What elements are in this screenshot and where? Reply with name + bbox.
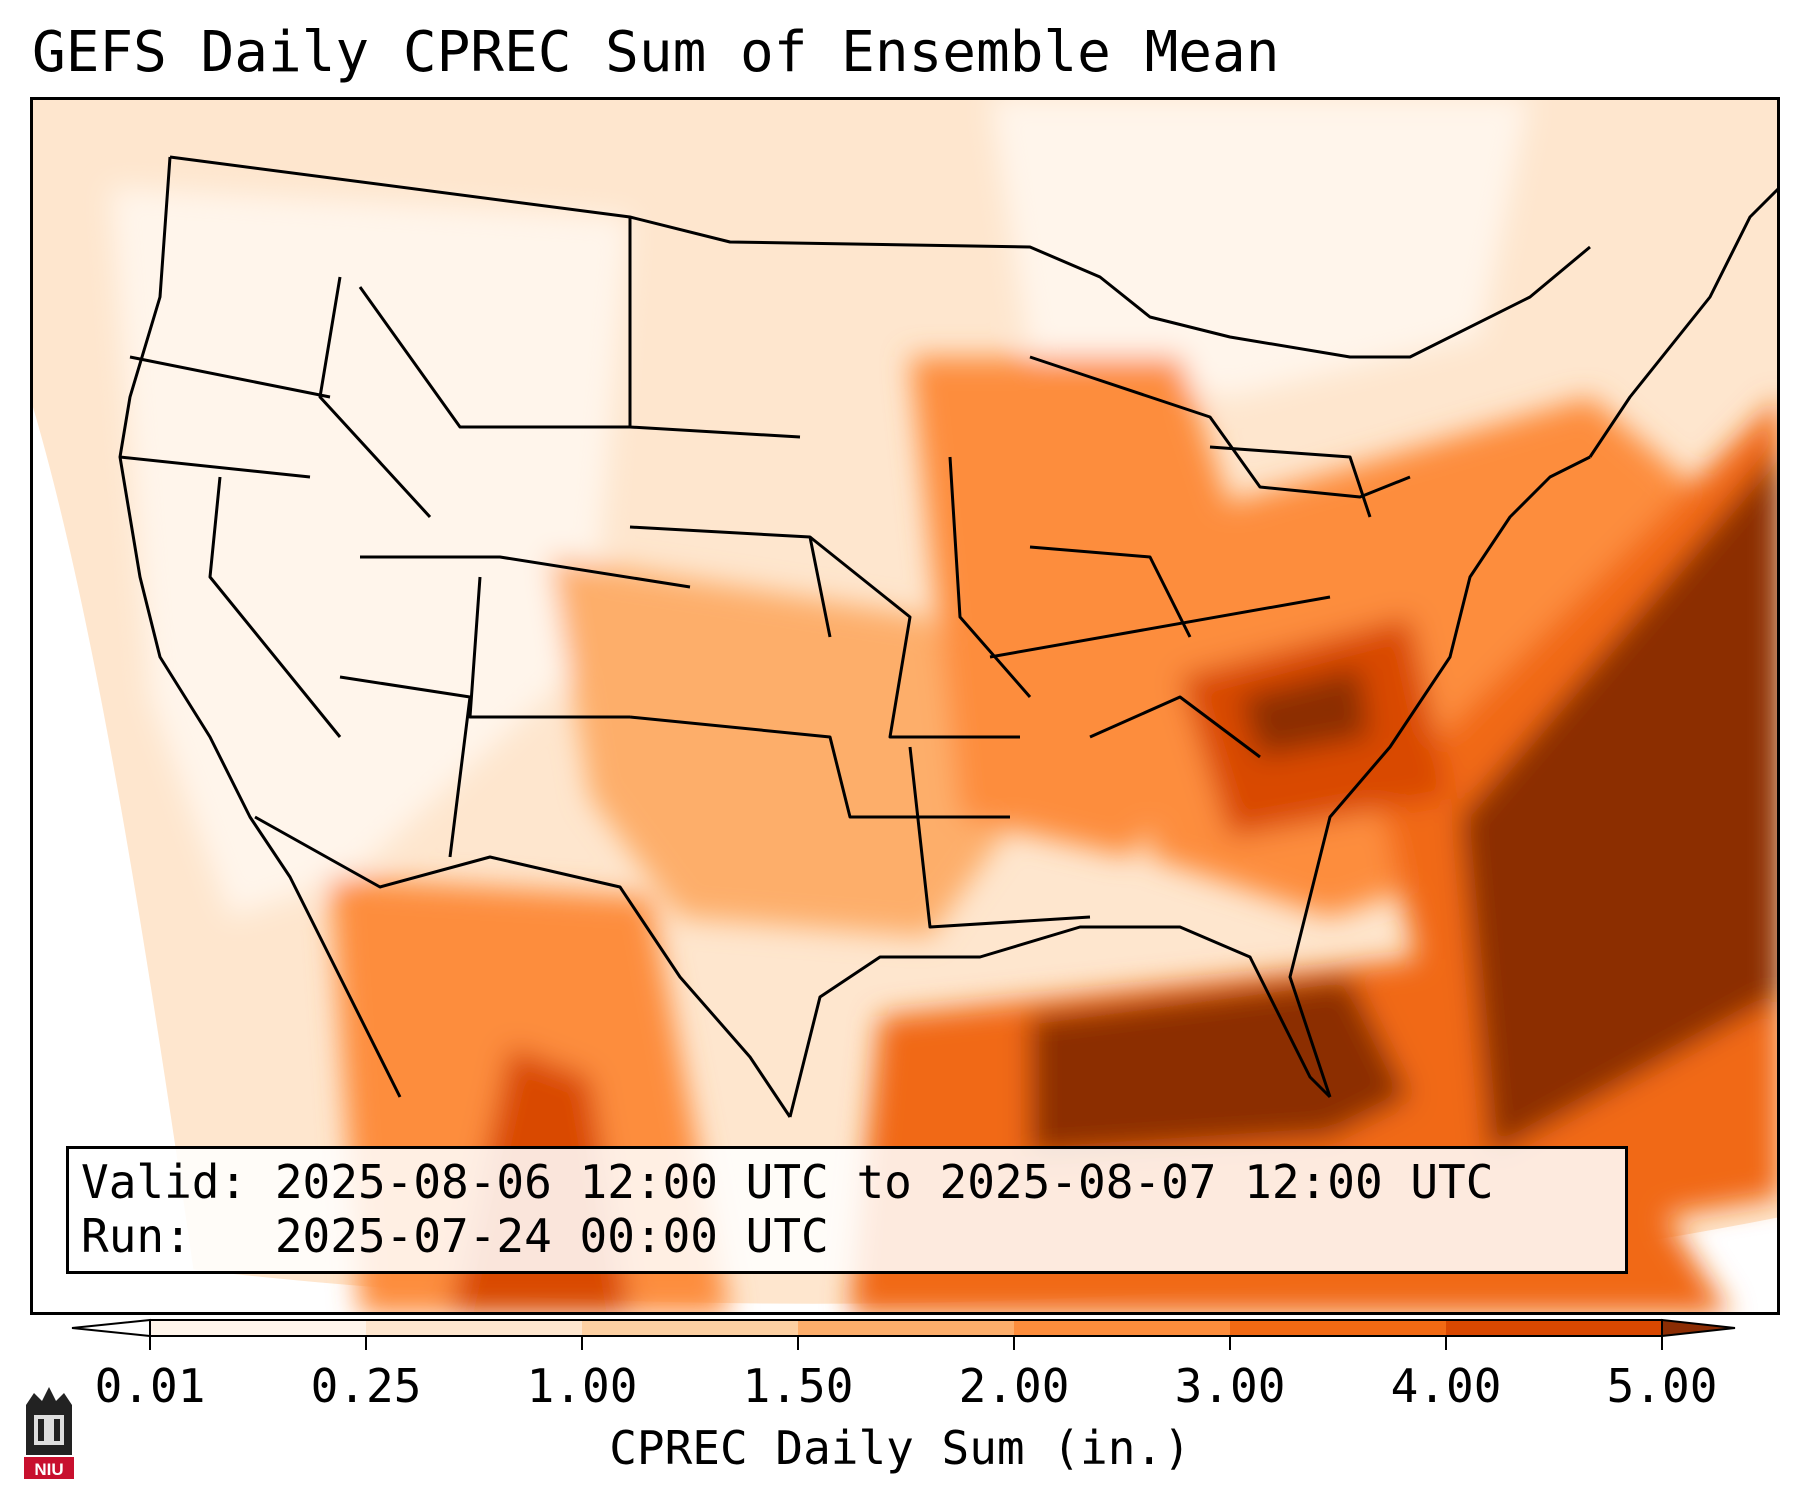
field-extreme-tn	[1240, 667, 1370, 757]
colorbar-segments	[71, 1318, 1736, 1338]
colorbar-ticks	[149, 1336, 1663, 1350]
colorbar-extend-low	[71, 1318, 151, 1338]
run-time-text: Run: 2025-07-24 00:00 UTC	[81, 1209, 829, 1263]
colorbar-segment	[1446, 1320, 1662, 1336]
valid-run-box: Valid: 2025-08-06 12:00 UTC to 2025-08-0…	[66, 1146, 1628, 1274]
mexico-border	[254, 815, 792, 1118]
colorbar-segment	[366, 1320, 582, 1336]
west-coast	[118, 156, 402, 1098]
field-extreme-gulf	[1030, 977, 1410, 1157]
border-mo-ar	[809, 535, 1020, 739]
colorbar-segment	[798, 1320, 1014, 1336]
colorbar-segment	[150, 1320, 366, 1336]
colorbar-tick-label: 4.00	[1390, 1359, 1502, 1413]
border-tn	[989, 595, 1331, 659]
colorbar-extend-high	[1661, 1318, 1736, 1338]
border-il-in	[948, 456, 1032, 698]
colorbar-tick-label: 3.00	[1174, 1359, 1286, 1413]
border-pa-ny	[1209, 445, 1372, 518]
border-id	[318, 276, 432, 519]
border-ca-nv	[208, 476, 342, 738]
us-canada-border	[169, 155, 1591, 359]
border-mt-wy	[358, 286, 630, 429]
border-wa-or	[129, 355, 331, 399]
map-frame	[30, 97, 1780, 1315]
colorbar-label: CPREC Daily Sum (in.)	[609, 1421, 1191, 1475]
colorbar-tick-label: 5.00	[1606, 1359, 1718, 1413]
colorbar-tick-label: 2.00	[958, 1359, 1070, 1413]
field-light-ne	[990, 97, 1530, 397]
field-extreme-atlantic	[1460, 447, 1780, 1157]
border-nd-sd	[628, 217, 801, 439]
logo-banner	[24, 1457, 74, 1479]
ne-canada-coast	[1588, 185, 1780, 458]
colorbar-segment	[582, 1320, 798, 1336]
precip-map	[30, 97, 1780, 1315]
colorbar-segment	[1014, 1320, 1230, 1336]
border-oh-ky	[1029, 545, 1192, 638]
colorbar-tick-label: 0.01	[94, 1359, 206, 1413]
colorbar-tick-label: 0.25	[310, 1359, 422, 1413]
colorbar-tick-label: 1.00	[526, 1359, 638, 1413]
border-or-ca	[119, 455, 311, 479]
niu-logo: NIU	[24, 1387, 74, 1479]
border-ok-tx	[629, 715, 1010, 819]
border-ut-co	[360, 555, 691, 589]
colorbar	[71, 1318, 1736, 1350]
gulf-coast	[788, 925, 1332, 1118]
border-ms-al	[908, 746, 1091, 929]
colorbar-outline	[149, 1319, 1663, 1337]
domain-edge-west	[30, 397, 200, 1315]
chart-title: GEFS Daily CPREC Sum of Ensemble Mean	[32, 20, 1280, 85]
field-light-west	[110, 187, 630, 917]
state-borders	[118, 155, 1780, 1118]
logo-text: NIU	[34, 1460, 63, 1479]
colorbar-segment	[1230, 1320, 1446, 1336]
great-lakes	[1029, 355, 1411, 499]
east-coast	[1288, 455, 1591, 1098]
border-ga-sc	[1089, 695, 1261, 759]
border-co-ks	[468, 576, 630, 719]
colorbar-tick-label: 1.50	[742, 1359, 854, 1413]
field-moderate-plains	[550, 557, 1030, 937]
valid-time-text: Valid: 2025-08-06 12:00 UTC to 2025-08-0…	[81, 1155, 1494, 1209]
